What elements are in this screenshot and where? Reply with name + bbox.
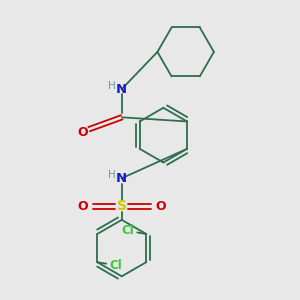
- Text: S: S: [117, 200, 127, 214]
- Text: N: N: [116, 172, 127, 185]
- Text: Cl: Cl: [121, 224, 134, 238]
- Text: H: H: [108, 80, 116, 91]
- Text: H: H: [108, 170, 116, 180]
- Text: O: O: [155, 200, 166, 213]
- Text: N: N: [116, 82, 127, 96]
- Text: Cl: Cl: [110, 259, 122, 272]
- Text: O: O: [78, 200, 88, 213]
- Text: O: O: [77, 126, 88, 139]
